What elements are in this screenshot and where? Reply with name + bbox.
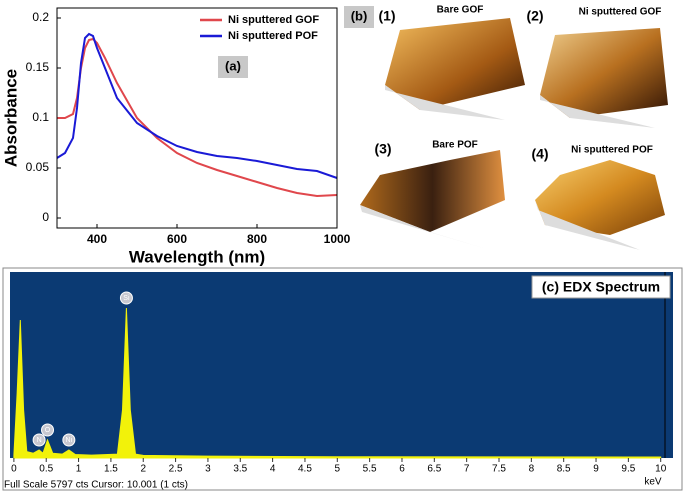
x-tick-label: 7 — [464, 464, 470, 475]
x-tick-label: 3 — [205, 464, 211, 475]
y-tick-label: 0 — [42, 210, 49, 224]
x-tick-label: 7.5 — [492, 464, 506, 475]
x-tick-label: 400 — [87, 232, 107, 246]
afm-image — [360, 150, 505, 232]
x-tick-label: 0.5 — [39, 464, 53, 475]
x-tick-label: 4 — [270, 464, 276, 475]
x-tick-label: 10 — [655, 464, 667, 475]
x-tick-label: 800 — [247, 232, 267, 246]
legend-label: Ni sputtered POF — [228, 30, 318, 42]
x-tick-label: 2 — [140, 464, 146, 475]
frame — [2, 267, 683, 491]
x-tick-label: 4.5 — [298, 464, 312, 475]
peak-marker — [32, 433, 46, 447]
x-tick-label: 2.5 — [169, 464, 183, 475]
afm-image — [540, 28, 668, 118]
x-tick-label: 8 — [529, 464, 535, 475]
panel-label: (b) — [351, 8, 368, 23]
x-tick-label: 9.5 — [621, 464, 635, 475]
x-tick-label: 6.5 — [427, 464, 441, 475]
peak-label: O — [45, 427, 51, 434]
afm-axis — [535, 200, 640, 250]
afm-image — [385, 18, 525, 110]
peak-marker — [119, 291, 133, 305]
spectrum — [13, 307, 662, 459]
afm-image — [535, 160, 665, 235]
peak-marker — [41, 423, 55, 437]
image-number: (3) — [374, 141, 391, 157]
x-tick-label: 0 — [11, 464, 17, 475]
y-tick-label: 0.05 — [26, 160, 50, 174]
panel-label-box — [344, 6, 374, 28]
x-tick-label: 8.5 — [557, 464, 571, 475]
footer: Full Scale 5797 cts Cursor: 10.001 (1 ct… — [4, 480, 188, 491]
image-number: (1) — [378, 8, 395, 24]
peak-marker — [62, 433, 76, 447]
y-axis-title: Absorbance — [1, 69, 20, 167]
x-tick-label: 1000 — [324, 232, 351, 246]
image-title: Ni sputtered GOF — [579, 7, 662, 18]
image-number: (2) — [526, 8, 543, 24]
x-axis-title: keV — [644, 477, 662, 488]
panel-label-box — [218, 56, 248, 78]
x-tick-label: 1 — [76, 464, 82, 475]
image-title: Ni sputtered POF — [571, 145, 653, 156]
plot-background — [10, 272, 673, 458]
line — [56, 32, 338, 179]
x-tick-label: 1.5 — [104, 464, 118, 475]
y-tick-label: 0.15 — [26, 60, 50, 74]
legend-label: Ni sputtered GOF — [228, 14, 319, 26]
x-axis-title: Wavelength (nm) — [129, 247, 265, 266]
x-tick-label: 5 — [335, 464, 341, 475]
x-tick-label: 5.5 — [363, 464, 377, 475]
x-tick-label: 9 — [593, 464, 599, 475]
afm-panel: (b) (1) Bare GOF (2) Ni sputtered GOF (3… — [344, 5, 668, 250]
peak-label: Si — [123, 295, 130, 302]
panel-label: (a) — [225, 58, 241, 73]
y-tick-label: 0.1 — [32, 110, 49, 124]
image-number: (4) — [531, 146, 548, 162]
frame — [56, 7, 338, 229]
x-tick-label: 6 — [399, 464, 405, 475]
image-title: Bare GOF — [437, 5, 484, 16]
peak-label: N — [37, 437, 42, 444]
x-tick-label: 3.5 — [233, 464, 247, 475]
chart-title: (c) EDX Spectrum — [542, 279, 660, 295]
afm-axis — [540, 95, 655, 128]
line — [57, 37, 338, 198]
peak-label: Ni — [66, 437, 73, 444]
y-tick-label: 0.2 — [32, 10, 49, 24]
x-tick-label: 600 — [167, 232, 187, 246]
image-title: Bare POF — [432, 140, 478, 151]
title-box — [531, 275, 671, 299]
